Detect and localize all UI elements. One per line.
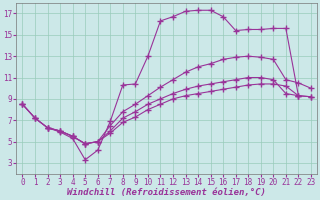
X-axis label: Windchill (Refroidissement éolien,°C): Windchill (Refroidissement éolien,°C)	[67, 188, 266, 197]
